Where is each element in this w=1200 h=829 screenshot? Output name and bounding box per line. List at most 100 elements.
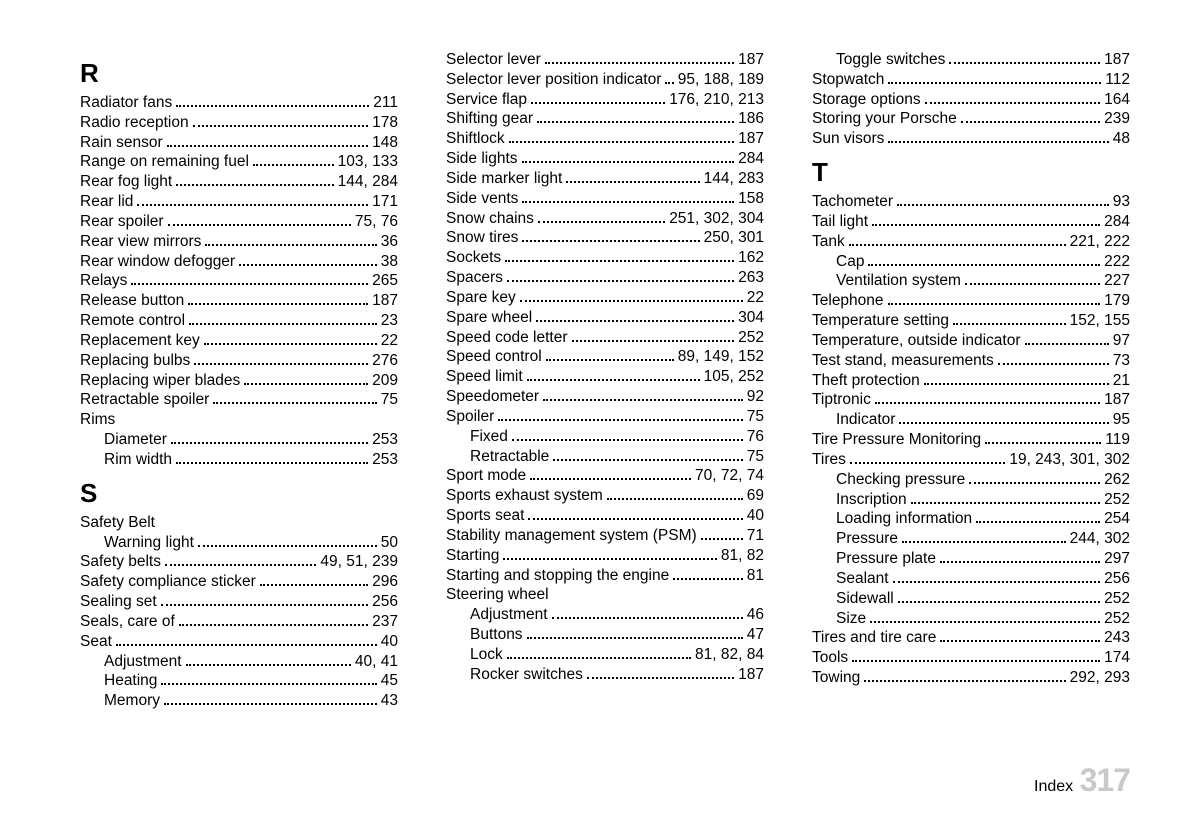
index-entry-pages: 252: [1104, 589, 1130, 609]
index-entry: Temperature setting 152, 155: [812, 311, 1130, 331]
index-entry-pages: 187: [1104, 390, 1130, 410]
index-entry-label: Rear fog light: [80, 172, 172, 192]
index-entry: Spare key 22: [446, 288, 764, 308]
index-entry: Seat 40: [80, 632, 398, 652]
index-entry-label: Tiptronic: [812, 390, 871, 410]
index-entry-label: Diameter: [104, 430, 167, 450]
page-number: 317: [1080, 762, 1130, 798]
leader-dots: [875, 402, 1100, 404]
leader-dots: [176, 184, 333, 186]
index-entry: Tools 174: [812, 648, 1130, 668]
index-entry-label: Rim width: [104, 450, 172, 470]
index-entry-label: Temperature, outside indicator: [812, 331, 1021, 351]
index-entry-label: Release button: [80, 291, 184, 311]
index-entry: Selector lever 187: [446, 50, 764, 70]
index-entry-label: Rain sensor: [80, 133, 163, 153]
index-entry-label: Seat: [80, 632, 112, 652]
index-entry-label: Tires and tire care: [812, 628, 936, 648]
leader-dots: [509, 141, 735, 143]
index-entry-pages: 89, 149, 152: [678, 347, 764, 367]
index-entry-label: Stability management system (PSM): [446, 526, 697, 546]
index-entry-label: Tires: [812, 450, 846, 470]
index-entry: Rear view mirrors 36: [80, 232, 398, 252]
leader-dots: [899, 422, 1108, 424]
leader-dots: [527, 379, 700, 381]
leader-dots: [998, 363, 1109, 365]
index-entry: Speed limit 105, 252: [446, 367, 764, 387]
index-entry-label: Adjustment: [470, 605, 548, 625]
leader-dots: [505, 260, 734, 262]
index-entry-label: Radio reception: [80, 113, 189, 133]
index-entry-pages: 178: [372, 113, 398, 133]
footer-label: Index: [1034, 778, 1073, 795]
index-entry-label: Relays: [80, 271, 127, 291]
index-subentry: Adjustment 40, 41: [80, 652, 398, 672]
index-entry: Sport mode 70, 72, 74: [446, 466, 764, 486]
index-entry: Stopwatch 112: [812, 70, 1130, 90]
index-subentry: Checking pressure 262: [812, 470, 1130, 490]
index-entry-pages: 256: [372, 592, 398, 612]
index-entry-pages: 22: [747, 288, 764, 308]
leader-dots: [137, 204, 368, 206]
index-entry: Safety compliance sticker 296: [80, 572, 398, 592]
index-subentry: Diameter 253: [80, 430, 398, 450]
index-entry-pages: 171: [372, 192, 398, 212]
index-entry: Release button 187: [80, 291, 398, 311]
leader-dots: [953, 323, 1066, 325]
index-entry: Sockets 162: [446, 248, 764, 268]
index-entry: Spacers 263: [446, 268, 764, 288]
leader-dots: [852, 660, 1100, 662]
index-entry-pages: 174: [1104, 648, 1130, 668]
index-entry-pages: 81, 82, 84: [695, 645, 764, 665]
index-entry-label: Pressure plate: [836, 549, 936, 569]
leader-dots: [888, 303, 1101, 305]
index-entry: Starting and stopping the engine 81: [446, 566, 764, 586]
index-heading-label: Safety Belt: [80, 513, 155, 533]
leader-dots: [179, 624, 368, 626]
index-subentry: Memory 43: [80, 691, 398, 711]
leader-dots: [552, 617, 743, 619]
index-entry-label: Warning light: [104, 533, 194, 553]
index-heading: Safety Belt: [80, 513, 398, 533]
index-entry-label: Sport mode: [446, 466, 526, 486]
index-entry-pages: 237: [372, 612, 398, 632]
index-entry: Towing 292, 293: [812, 668, 1130, 688]
leader-dots: [168, 224, 351, 226]
leader-dots: [870, 621, 1100, 623]
index-entry-label: Safety belts: [80, 552, 161, 572]
leader-dots: [188, 303, 368, 305]
index-subentry: Buttons 47: [446, 625, 764, 645]
index-entry-label: Tire Pressure Monitoring: [812, 430, 981, 450]
index-entry-label: Rear lid: [80, 192, 133, 212]
index-entry: Stability management system (PSM) 71: [446, 526, 764, 546]
index-entry: Spare wheel 304: [446, 308, 764, 328]
leader-dots: [193, 125, 369, 127]
leader-dots: [116, 644, 377, 646]
leader-dots: [161, 604, 368, 606]
leader-dots: [244, 383, 368, 385]
index-entry-pages: 75, 76: [355, 212, 398, 232]
leader-dots: [850, 462, 1005, 464]
leader-dots: [522, 240, 699, 242]
index-subentry: Size 252: [812, 609, 1130, 629]
leader-dots: [507, 657, 691, 659]
index-entry: Retractable spoiler 75: [80, 390, 398, 410]
index-entry: Rain sensor 148: [80, 133, 398, 153]
index-entry-pages: 244, 302: [1070, 529, 1130, 549]
leader-dots: [164, 703, 377, 705]
index-subentry: Adjustment 46: [446, 605, 764, 625]
index-entry: Snow chains 251, 302, 304: [446, 209, 764, 229]
index-entry: Seals, care of 237: [80, 612, 398, 632]
leader-dots: [961, 121, 1100, 123]
leader-dots: [498, 419, 743, 421]
index-entry-label: Theft protection: [812, 371, 920, 391]
index-entry: Safety belts 49, 51, 239: [80, 552, 398, 572]
index-entry-label: Lock: [470, 645, 503, 665]
index-entry-pages: 103, 133: [338, 152, 398, 172]
index-entry-label: Replacement key: [80, 331, 200, 351]
index-subentry: Warning light 50: [80, 533, 398, 553]
index-entry-pages: 296: [372, 572, 398, 592]
index-entry-pages: 176, 210, 213: [669, 90, 764, 110]
index-entry-pages: 69: [747, 486, 764, 506]
index-entry-label: Selector lever position indicator: [446, 70, 661, 90]
